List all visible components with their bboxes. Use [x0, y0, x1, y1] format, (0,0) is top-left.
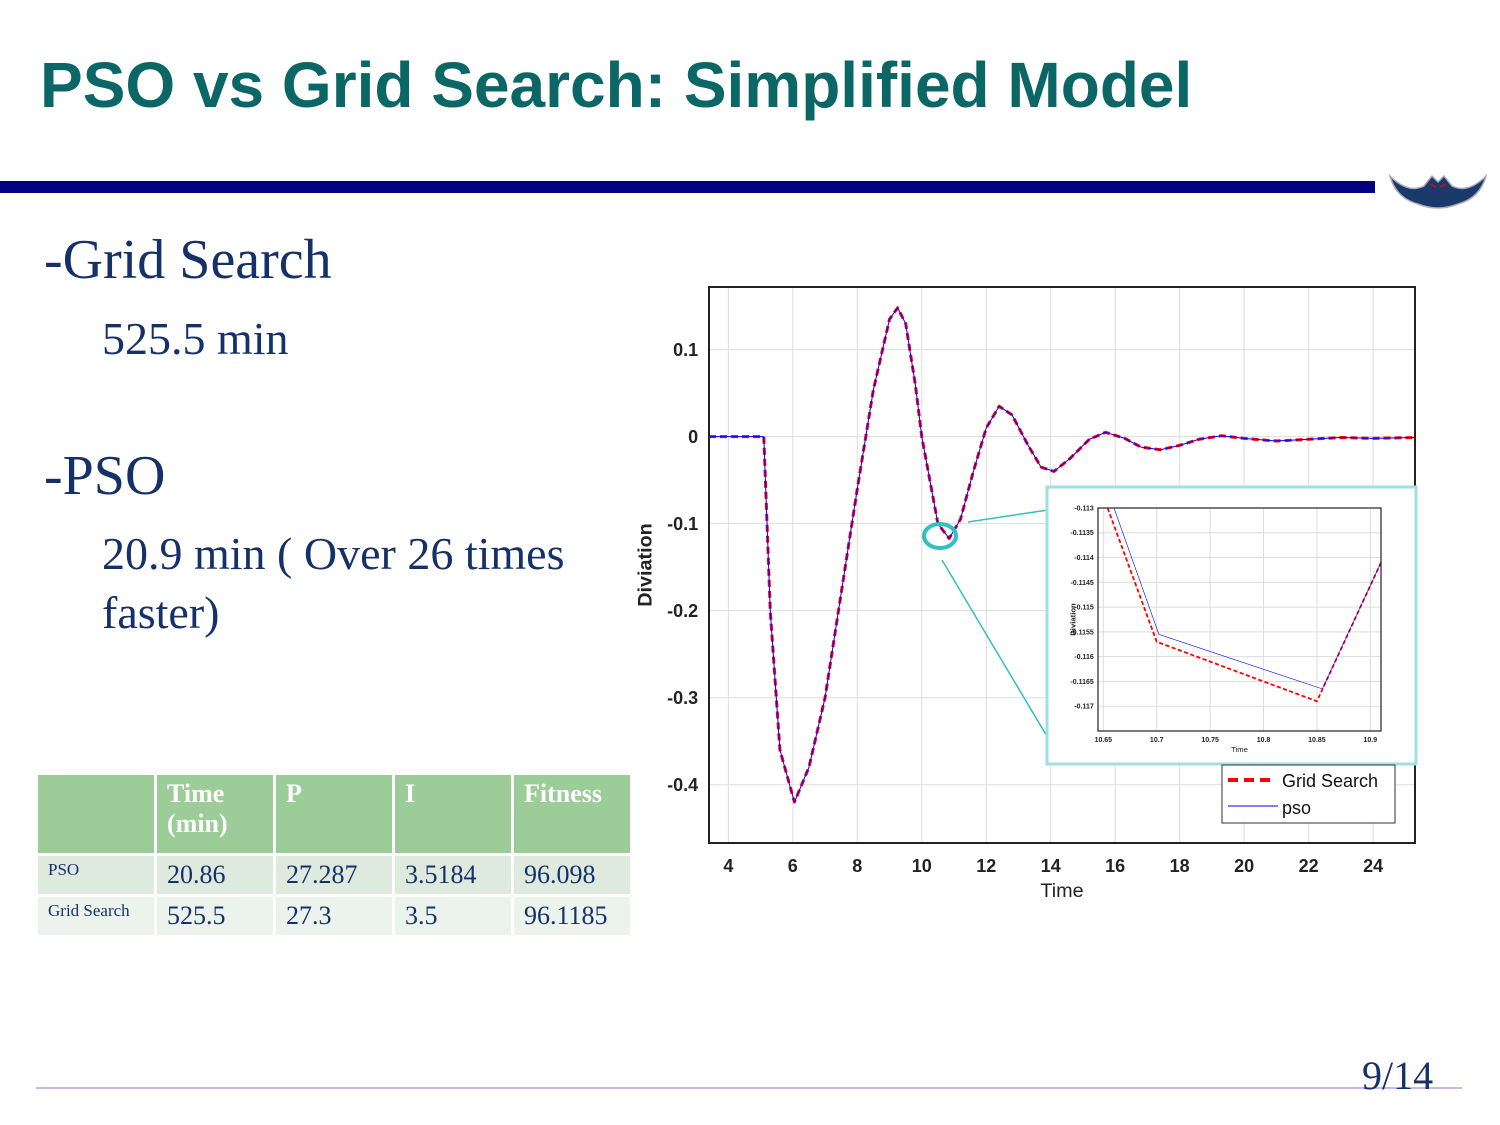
table-cell: 96.098: [514, 856, 630, 894]
table-cell: 27.287: [276, 856, 392, 894]
plot-area: [1098, 508, 1381, 731]
series-line-pso: [709, 307, 1416, 803]
table-cell: Grid Search: [38, 897, 154, 935]
grid-search-heading: -Grid Search: [44, 229, 332, 291]
x-tick-label: 6: [788, 856, 798, 876]
x-axis-label: Time: [1040, 880, 1083, 902]
x-tick-label: 10.7: [1150, 737, 1164, 744]
table-header: P: [276, 775, 392, 853]
header-divider: [0, 181, 1375, 193]
x-tick-label: 24: [1363, 856, 1383, 876]
pso-time-line2: faster): [102, 587, 220, 638]
zoom-connector: [941, 559, 1049, 739]
y-tick-label: -0.1165: [1070, 679, 1093, 686]
x-tick-label: 16: [1105, 856, 1125, 876]
pso-time-line1: 20.9 min ( Over 26 times: [102, 528, 565, 579]
x-tick-label: 20: [1234, 856, 1254, 876]
x-tick-label: 4: [723, 856, 733, 876]
table-cell: 27.3: [276, 897, 392, 935]
table-header: Fitness: [514, 775, 630, 853]
y-tick-label: 0.1: [673, 340, 698, 360]
table-header: [38, 775, 154, 853]
table-cell: 3.5: [395, 897, 511, 935]
y-tick-label: -0.2: [667, 601, 698, 621]
y-tick-label: -0.1: [667, 514, 698, 534]
table-row: Grid Search 525.5 27.3 3.5 96.1185: [38, 897, 630, 935]
table-cell: 525.5: [157, 897, 273, 935]
x-tick-label: 12: [976, 856, 996, 876]
x-axis-label: Time: [1231, 745, 1248, 754]
table-header-row: Time (min) P I Fitness: [38, 775, 630, 853]
owl-logo: [1388, 173, 1488, 209]
slide-title: PSO vs Grid Search: Simplified Model: [40, 49, 1193, 121]
y-tick-label: -0.116: [1074, 654, 1094, 661]
y-tick-label: -0.4: [667, 775, 698, 795]
y-tick-label: -0.113: [1074, 505, 1094, 512]
x-tick-label: 8: [852, 856, 862, 876]
series-line-pso: [1113, 507, 1382, 690]
table-cell: PSO: [38, 856, 154, 894]
page-number: 9/14: [1362, 1053, 1434, 1098]
y-tick-label: -0.114: [1074, 555, 1094, 562]
table-cell: 96.1185: [514, 897, 630, 935]
x-tick-label: 10.85: [1308, 737, 1326, 744]
x-tick-label: 18: [1170, 856, 1190, 876]
y-tick-label: -0.3: [667, 688, 698, 708]
footer-line: [36, 1087, 1462, 1089]
legend-box: [1221, 764, 1396, 824]
y-tick-label: -0.1155: [1070, 629, 1093, 636]
x-tick-label: 10: [912, 856, 932, 876]
y-axis-label: Diviation: [634, 523, 656, 607]
zoom-circle: [922, 522, 958, 550]
y-axis-label: Diviation: [1069, 603, 1078, 636]
table-header: Time (min): [157, 775, 273, 853]
x-tick-label: 22: [1299, 856, 1319, 876]
legend-label: Grid Search: [1282, 771, 1378, 791]
y-tick-label: -0.1145: [1070, 580, 1093, 587]
legend-label: pso: [1282, 798, 1311, 818]
x-tick-label: 10.8: [1257, 737, 1271, 744]
y-tick-label: -0.1135: [1070, 530, 1093, 537]
x-tick-label: 10.65: [1095, 737, 1113, 744]
y-tick-label: 0: [688, 427, 698, 447]
x-tick-label: 10.9: [1364, 737, 1378, 744]
y-tick-label: -0.117: [1074, 704, 1094, 711]
table-row: PSO 20.86 27.287 3.5184 96.098: [38, 856, 630, 894]
table-cell: 20.86: [157, 856, 273, 894]
pso-heading: -PSO: [44, 445, 166, 507]
table-cell: 3.5184: [395, 856, 511, 894]
grid-search-time: 525.5 min: [102, 313, 289, 364]
plot-frame: [1097, 507, 1382, 732]
zoom-connector: [967, 509, 1049, 523]
table-header: I: [395, 775, 511, 853]
x-tick-label: 14: [1041, 856, 1061, 876]
y-tick-label: -0.115: [1074, 605, 1094, 612]
x-tick-label: 10.75: [1201, 737, 1219, 744]
results-table: Time (min) P I Fitness PSO 20.86 27.287 …: [35, 772, 633, 938]
